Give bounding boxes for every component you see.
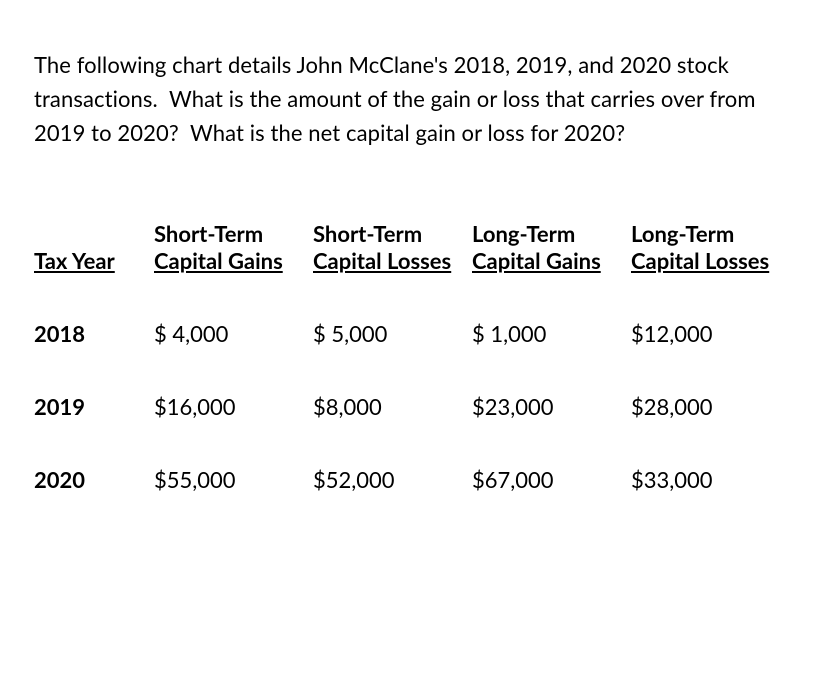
year-cell: 2020: [34, 466, 154, 493]
col-header-top: Short-Term: [154, 220, 313, 247]
table-row: 2019 $16,000 $8,000 $23,000 $28,000: [34, 393, 790, 420]
table-row: 2018 $ 4,000 $ 5,000 $ 1,000 $12,000: [34, 320, 790, 347]
col-header-bottom: Capital Gains: [154, 247, 313, 274]
year-cell: 2019: [34, 393, 154, 420]
page-root: The following chart details John McClane…: [0, 0, 824, 493]
value-cell: $12,000: [631, 320, 790, 347]
value-cell: $33,000: [631, 466, 790, 493]
value-cell: $67,000: [472, 466, 631, 493]
value-cell: $16,000: [154, 393, 313, 420]
col-header-bottom: Capital Losses: [313, 247, 472, 274]
spacer: [34, 347, 790, 393]
value-cell: $55,000: [154, 466, 313, 493]
table-header-row-bottom: Tax Year Capital Gains Capital Losses Ca…: [34, 247, 790, 274]
col-header-top: Long-Term: [472, 220, 631, 247]
value-cell: $ 5,000: [313, 320, 472, 347]
value-cell: $8,000: [313, 393, 472, 420]
spacer: [34, 274, 790, 320]
question-text: The following chart details John McClane…: [34, 48, 790, 150]
value-cell: $28,000: [631, 393, 790, 420]
col-header-top: [34, 220, 154, 247]
value-cell: $52,000: [313, 466, 472, 493]
year-cell: 2018: [34, 320, 154, 347]
table-header-row-top: Short-Term Short-Term Long-Term Long-Ter…: [34, 220, 790, 247]
value-cell: $ 4,000: [154, 320, 313, 347]
transactions-table: Short-Term Short-Term Long-Term Long-Ter…: [34, 220, 790, 493]
col-header-bottom: Tax Year: [34, 247, 154, 274]
col-header-top: Short-Term: [313, 220, 472, 247]
value-cell: $ 1,000: [472, 320, 631, 347]
col-header-bottom: Capital Losses: [631, 247, 790, 274]
table-row: 2020 $55,000 $52,000 $67,000 $33,000: [34, 466, 790, 493]
col-header-top: Long-Term: [631, 220, 790, 247]
spacer: [34, 420, 790, 466]
value-cell: $23,000: [472, 393, 631, 420]
col-header-bottom: Capital Gains: [472, 247, 631, 274]
